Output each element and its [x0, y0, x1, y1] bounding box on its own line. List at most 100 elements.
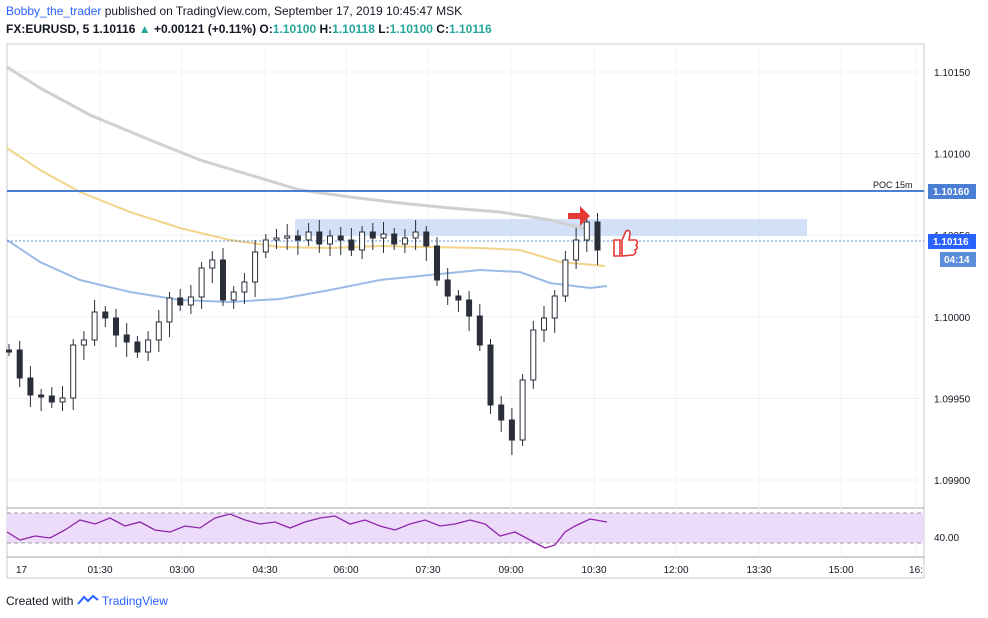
candle-down	[123, 334, 130, 343]
candle-down	[391, 233, 398, 245]
last-price: 1.10116	[92, 22, 136, 36]
candle-down	[16, 349, 23, 379]
candle-down	[369, 231, 376, 239]
time-tick: 10:30	[581, 565, 606, 576]
candle-down	[177, 297, 184, 306]
close-label: C:	[436, 22, 449, 36]
candle-down	[594, 221, 601, 251]
candle-down	[316, 231, 323, 245]
candles	[6, 213, 601, 455]
candle-up	[262, 239, 269, 253]
candle-up	[359, 231, 366, 251]
low-label: L:	[378, 22, 390, 36]
candle-up	[273, 237, 280, 241]
candle-up	[70, 344, 77, 399]
candle-up	[252, 251, 259, 283]
rsi-line	[6, 513, 608, 549]
candle-up	[187, 296, 194, 306]
candle-up	[530, 329, 537, 381]
candle-up	[91, 311, 98, 341]
candle-up	[551, 295, 558, 319]
poc-price-tag: 1.10160	[928, 184, 976, 199]
price-tick: 1.10000	[934, 313, 971, 324]
change-value: +0.00121 (+0.11%)	[153, 22, 257, 36]
candle-down	[337, 235, 344, 241]
last-tag-value: 1.10116	[933, 237, 969, 248]
candle-up	[155, 321, 162, 341]
time-tick: 16:	[909, 565, 923, 576]
price-tick: 1.09950	[934, 394, 971, 405]
time-tick: 06:00	[333, 565, 358, 576]
last-price-tag: 1.10116	[928, 234, 976, 249]
high-value: 1.10118	[332, 22, 375, 36]
candle-up	[166, 297, 173, 323]
time-tick: 13:30	[746, 565, 771, 576]
candle-down	[498, 404, 505, 421]
low-value: 1.10100	[389, 22, 433, 36]
author-link[interactable]: Bobby_the_trader	[6, 4, 102, 18]
footer: Created with TradingView	[6, 594, 168, 608]
candle-up	[59, 397, 66, 403]
candle-up	[145, 339, 152, 353]
thumb-shape	[613, 229, 639, 257]
candle-up	[80, 339, 87, 346]
publish-info: Bobby_the_trader published on TradingVie…	[6, 4, 462, 18]
time-axis: 17 01:30 03:00 04:30 06:00 07:30 09:00 10:30 12:…	[16, 565, 923, 576]
candle-down	[220, 259, 226, 301]
rsi-pane: 40.00	[6, 512, 959, 549]
candle-down	[294, 235, 301, 241]
candle-down	[476, 315, 483, 346]
candle-up	[412, 231, 419, 239]
candle-up	[401, 237, 408, 245]
candle-up	[380, 233, 387, 239]
candle-down	[466, 299, 473, 317]
price-tick: 1.10100	[934, 150, 971, 161]
candle-down	[27, 377, 34, 396]
time-tick: 03:00	[169, 565, 194, 576]
tradingview-brand[interactable]: TradingView	[101, 594, 168, 608]
candle-down	[434, 245, 440, 281]
time-tick: 12:00	[663, 565, 688, 576]
candle-down	[508, 419, 515, 441]
candle-down	[348, 239, 355, 251]
open-label: O:	[259, 22, 273, 36]
grid	[7, 44, 924, 557]
high-label: H:	[319, 22, 333, 36]
poc-tag-value: 1.10160	[933, 187, 970, 198]
candle-down	[487, 344, 494, 406]
ma-100-line	[6, 147, 606, 267]
price-axis: 1.102501.102001.101501.101001.100501.100…	[928, 68, 976, 487]
last-tag-bg	[928, 234, 976, 249]
symbol-name[interactable]: FX:EURUSD, 5	[6, 22, 90, 36]
arrow-shape	[568, 206, 590, 226]
candle-up	[241, 281, 248, 293]
candle-up	[541, 317, 547, 331]
countdown-value: 04:14	[944, 255, 970, 266]
rsi-level-label: 40.00	[934, 533, 959, 544]
countdown-bg	[940, 252, 976, 267]
candle-up	[230, 291, 237, 301]
candle-up	[198, 267, 205, 298]
time-tick: 01:30	[87, 565, 112, 576]
close-value: 1.10116	[448, 22, 492, 36]
open-value: 1.10100	[272, 22, 317, 36]
candle-down	[38, 394, 45, 398]
chart-frame	[6, 43, 925, 579]
candle-down	[48, 395, 55, 403]
created-with-text: Created with	[6, 594, 74, 608]
thumbs-up-icon	[613, 229, 639, 257]
price-tick: 1.10150	[934, 68, 971, 79]
time-tick: 17	[16, 565, 28, 576]
candle-down	[423, 231, 430, 247]
resistance-zone	[295, 219, 807, 236]
rsi-band	[7, 513, 924, 543]
price-tick: 1.09900	[934, 476, 971, 487]
candle-up	[305, 231, 312, 241]
candle-up	[583, 221, 590, 241]
tradingview-logo-icon[interactable]	[76, 594, 102, 608]
candle-down	[134, 341, 141, 353]
candle-down	[113, 317, 119, 336]
candle-down	[102, 311, 109, 319]
countdown-tag: 04:14	[940, 252, 976, 267]
